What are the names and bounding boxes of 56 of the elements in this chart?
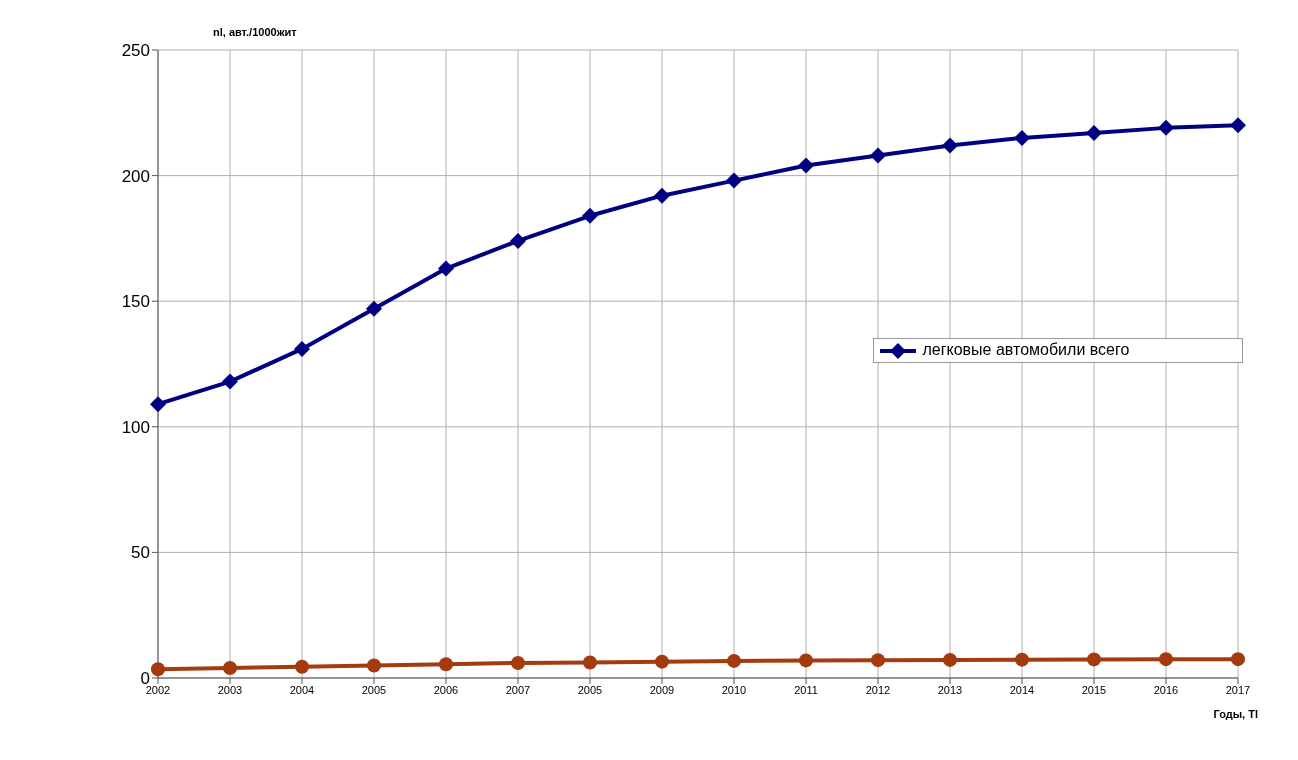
x-tick-label: 2016: [1153, 683, 1179, 696]
point: [1015, 652, 1029, 667]
point: [1230, 117, 1246, 134]
x-tick-label: 2015: [1081, 683, 1107, 696]
point: [1086, 124, 1102, 141]
x-tick-label: 2009: [649, 683, 675, 696]
point: [1087, 652, 1101, 667]
point: [727, 653, 741, 668]
x-tick-label: 2002: [145, 683, 171, 696]
point: [1159, 652, 1173, 667]
point: [1014, 129, 1030, 146]
point: [798, 157, 814, 174]
y-tick-label: 100: [121, 417, 150, 437]
point: [367, 658, 381, 673]
x-tick-label: 2003: [217, 683, 243, 696]
point: [871, 653, 885, 668]
point: [366, 300, 382, 317]
x-tick-label: 2004: [289, 683, 315, 696]
point: [439, 657, 453, 672]
point: [870, 147, 886, 164]
y-tick-label: 50: [131, 543, 150, 563]
point: [654, 187, 670, 204]
point: [655, 654, 669, 669]
point: [583, 655, 597, 670]
x-tick-label: 2011: [794, 683, 818, 696]
point: [1158, 119, 1174, 136]
y-tick-label: 250: [121, 41, 150, 61]
x-axis-title: Годы, Tl: [1213, 708, 1258, 720]
y-axis-title: nl, авт./1000жит: [213, 26, 297, 38]
point: [799, 653, 813, 668]
y-tick-label: 200: [121, 166, 150, 186]
y-tick-label: 150: [121, 292, 150, 312]
x-tick-label: 2017: [1225, 683, 1251, 696]
point: [511, 655, 525, 670]
point: [1231, 652, 1245, 667]
point: [582, 207, 598, 224]
x-tick-label: 2005: [361, 683, 387, 696]
point: [942, 137, 958, 154]
legend-label: легковые автомобили всего: [921, 341, 1131, 360]
x-tick-label: 2007: [505, 683, 531, 696]
point: [295, 659, 309, 674]
x-tick-label: 2012: [865, 683, 891, 696]
point: [151, 662, 165, 677]
point: [943, 652, 957, 667]
point: [510, 232, 526, 249]
point: [150, 396, 166, 413]
point: [294, 340, 310, 357]
point: [726, 172, 742, 189]
x-tick-label: 2010: [721, 683, 747, 696]
point: [222, 373, 238, 390]
point: [223, 660, 237, 675]
x-tick-label: 2006: [433, 683, 459, 696]
x-tick-label: 2014: [1009, 683, 1035, 696]
x-tick-label: 2013: [937, 683, 963, 696]
point: [438, 260, 454, 277]
x-tick-label: 2005: [577, 683, 603, 696]
